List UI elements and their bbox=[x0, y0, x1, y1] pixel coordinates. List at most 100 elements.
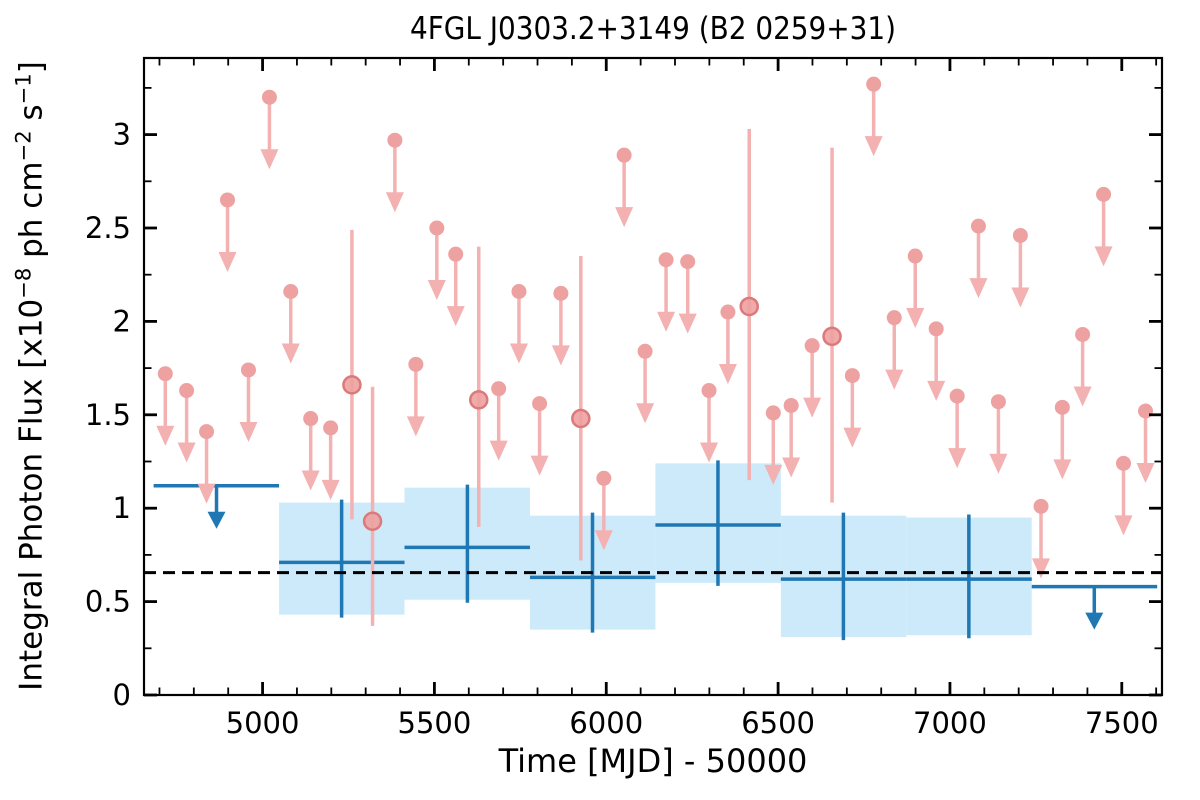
y-axis-label-exp: −1 bbox=[10, 73, 36, 105]
monthly-detection-point bbox=[362, 511, 383, 532]
monthly-upper-limit-arrowhead bbox=[764, 464, 783, 485]
monthly-upper-limit-point bbox=[387, 132, 403, 148]
monthly-upper-limit-point bbox=[1033, 498, 1049, 514]
monthly-upper-limit-arrowhead bbox=[551, 345, 570, 366]
monthly-upper-limit-point bbox=[990, 394, 1006, 410]
y-axis-label-text: Integral Photon Flux [x10 bbox=[13, 298, 50, 691]
monthly-upper-limit-point bbox=[323, 420, 339, 436]
monthly-upper-limit-arrowhead bbox=[1053, 459, 1072, 480]
monthly-upper-limit-arrowhead bbox=[156, 425, 175, 446]
monthly-detection-point bbox=[822, 326, 842, 347]
monthly-upper-limit-arrowhead bbox=[1073, 386, 1092, 407]
monthly-detection-point bbox=[571, 408, 591, 429]
monthly-upper-limit-arrowhead bbox=[969, 278, 988, 299]
monthly-upper-limit-arrowhead bbox=[989, 453, 1008, 474]
chart-title: 4FGL J0303.2+3149 (B2 0259+31) bbox=[409, 11, 897, 47]
monthly-upper-limit-point bbox=[1138, 403, 1154, 419]
monthly-upper-limit-point bbox=[1012, 227, 1028, 243]
x-tick-label: 5000 bbox=[226, 706, 300, 740]
y-axis-label-exp: −8 bbox=[10, 267, 36, 299]
monthly-upper-limit-point bbox=[1096, 186, 1112, 202]
y-axis-label-text: ] bbox=[13, 61, 50, 74]
monthly-upper-limit-point bbox=[658, 252, 674, 268]
monthly-detection-point bbox=[342, 375, 362, 395]
x-axis-label: Time [MJD] - 50000 bbox=[498, 742, 808, 780]
y-tick-label: 2 bbox=[113, 304, 131, 338]
monthly-upper-limit-point bbox=[511, 284, 527, 300]
y-tick-label: 3 bbox=[113, 118, 131, 152]
monthly-upper-limit-arrowhead bbox=[385, 192, 404, 213]
monthly-upper-limit-point bbox=[408, 356, 424, 372]
monthly-upper-limit-arrowhead bbox=[281, 343, 300, 364]
monthly-upper-limit-arrowhead bbox=[657, 311, 676, 332]
monthly-upper-limit-arrowhead bbox=[864, 136, 883, 157]
monthly-upper-limit-point bbox=[240, 362, 256, 378]
monthly-upper-limit-arrowhead bbox=[718, 364, 737, 385]
monthly-upper-limit-arrowhead bbox=[301, 470, 320, 491]
monthly-upper-limit-arrowhead bbox=[197, 483, 216, 504]
monthly-upper-limit-point bbox=[199, 424, 215, 440]
monthly-upper-limit-arrowhead bbox=[1032, 558, 1051, 579]
monthly-upper-limit-arrowhead bbox=[927, 380, 946, 401]
monthly-upper-limit-arrowhead bbox=[1094, 246, 1113, 267]
monthly-upper-limit-point bbox=[637, 343, 653, 359]
monthly-upper-limit-point bbox=[907, 248, 923, 264]
monthly-upper-limit-point bbox=[720, 304, 736, 320]
monthly-upper-limit-arrowhead bbox=[446, 306, 465, 327]
monthly-upper-limit-arrowhead bbox=[594, 530, 613, 551]
monthly-upper-limit-arrowhead bbox=[321, 479, 340, 500]
monthly-upper-limit-point bbox=[886, 310, 902, 326]
y-tick-label: 1 bbox=[113, 491, 131, 525]
monthly-upper-limit-point bbox=[532, 396, 548, 412]
monthly-upper-limit-arrowhead bbox=[1011, 287, 1030, 308]
monthly-upper-limit-arrowhead bbox=[260, 149, 279, 170]
monthly-upper-limit-point bbox=[866, 76, 882, 92]
monthly-upper-limit-arrowhead bbox=[177, 442, 196, 463]
monthly-upper-limit-arrowhead bbox=[782, 457, 801, 478]
monthly-upper-limit-arrowhead bbox=[678, 313, 697, 334]
x-tick-label: 7500 bbox=[1085, 706, 1159, 740]
monthly-upper-limit-point bbox=[491, 381, 507, 397]
monthly-upper-limit-point bbox=[680, 254, 696, 270]
monthly-upper-limit-arrowhead bbox=[1136, 463, 1155, 484]
monthly-upper-limit-point bbox=[1054, 399, 1070, 415]
monthly-upper-limit-arrowhead bbox=[427, 279, 446, 300]
monthly-upper-limit-arrowhead bbox=[406, 416, 425, 437]
monthly-upper-limit-arrowhead bbox=[1114, 515, 1133, 536]
monthly-upper-limit-point bbox=[783, 397, 799, 413]
monthly-upper-limit-point bbox=[283, 284, 299, 300]
monthly-upper-limit-arrowhead bbox=[803, 397, 822, 418]
monthly-detection-point bbox=[739, 296, 759, 317]
monthly-upper-limit-point bbox=[596, 470, 612, 486]
monthly-upper-limit-point bbox=[157, 366, 173, 382]
monthly-upper-limit-point bbox=[1116, 455, 1132, 471]
monthly-upper-limit-arrowhead bbox=[615, 207, 634, 228]
monthly-upper-limit-arrowhead bbox=[239, 421, 258, 442]
x-tick-label: 6000 bbox=[569, 706, 643, 740]
y-axis-label-exp: −2 bbox=[10, 130, 36, 162]
monthly-detection-point bbox=[469, 390, 489, 410]
monthly-upper-limit-arrowhead bbox=[489, 440, 508, 461]
x-tick-label: 6500 bbox=[741, 706, 815, 740]
monthly-upper-limit-point bbox=[553, 285, 569, 301]
monthly-upper-limit-arrowhead bbox=[636, 403, 655, 424]
monthly-upper-limit-arrowhead bbox=[509, 343, 528, 364]
monthly-upper-limit-arrowhead bbox=[906, 308, 925, 329]
monthly-upper-limit-point bbox=[1075, 326, 1091, 342]
monthly-upper-limit-point bbox=[804, 338, 820, 354]
y-tick-label: 1.5 bbox=[85, 398, 131, 432]
monthly-upper-limit-point bbox=[616, 147, 632, 163]
yearly-bin-upper-limit-arrowhead bbox=[207, 511, 226, 529]
monthly-upper-limit-point bbox=[429, 220, 445, 236]
monthly-upper-limit-point bbox=[261, 89, 277, 105]
y-axis-label-text: ph cm bbox=[13, 161, 50, 268]
monthly-upper-limit-arrowhead bbox=[218, 251, 237, 272]
monthly-upper-limit-point bbox=[844, 368, 860, 384]
monthly-upper-limit-point bbox=[949, 388, 965, 404]
monthly-upper-limit-point bbox=[928, 321, 944, 337]
monthly-upper-limit-arrowhead bbox=[530, 455, 549, 476]
monthly-upper-limit-point bbox=[303, 411, 319, 427]
y-tick-label: 0.5 bbox=[85, 585, 131, 619]
